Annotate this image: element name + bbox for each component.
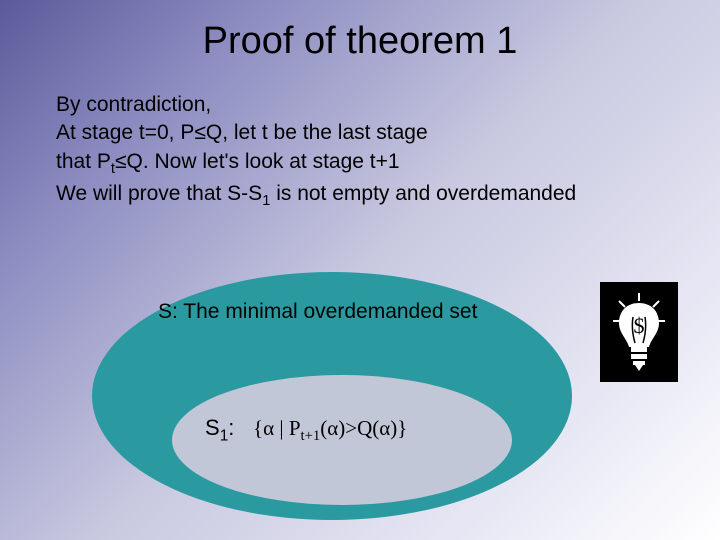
line-3: that Pt≤Q. Now let's look at stage t+1 bbox=[56, 148, 664, 180]
def-close2: )} bbox=[390, 416, 407, 440]
leq-2: ≤ bbox=[115, 150, 127, 173]
lightbulb-icon: $ bbox=[600, 282, 678, 382]
alpha-1: α bbox=[263, 416, 274, 440]
line4-part-b: is not empty and overdemanded bbox=[270, 182, 576, 205]
s1-b: : bbox=[228, 415, 234, 440]
def-open: { bbox=[253, 416, 263, 440]
alpha-2: α bbox=[327, 416, 338, 440]
line3-part-a: that P bbox=[56, 150, 111, 173]
line2-part-b: Q, let t be the last stage bbox=[206, 121, 428, 144]
line-1: By contradiction, bbox=[56, 91, 664, 119]
set-s-label: S: The minimal overdemanded set bbox=[158, 300, 477, 324]
s1-sub: 1 bbox=[220, 427, 229, 444]
def-close1: )>Q( bbox=[338, 416, 379, 440]
line-4: We will prove that S-S1 is not empty and… bbox=[56, 180, 664, 212]
s1-a: S bbox=[205, 415, 220, 440]
line3-part-b: Q. Now let's look at stage t+1 bbox=[127, 150, 400, 173]
def-psub: t+1 bbox=[301, 428, 321, 444]
bar: | bbox=[274, 416, 289, 440]
s1-definition: {α | Pt+1(α)>Q(α)} bbox=[253, 416, 407, 445]
set-s1-label: S1: bbox=[205, 415, 234, 445]
slide: Proof of theorem 1 By contradiction, At … bbox=[0, 0, 720, 540]
alpha-3: α bbox=[379, 416, 390, 440]
def-p: P bbox=[289, 416, 301, 440]
proof-body: By contradiction, At stage t=0, P≤Q, let… bbox=[56, 91, 664, 212]
line4-part-a: We will prove that S-S bbox=[56, 182, 262, 205]
line2-part-a: At stage t=0, P bbox=[56, 121, 194, 144]
line-2: At stage t=0, P≤Q, let t be the last sta… bbox=[56, 119, 664, 147]
slide-title: Proof of theorem 1 bbox=[0, 0, 720, 63]
leq-1: ≤ bbox=[194, 121, 206, 144]
svg-text:$: $ bbox=[634, 313, 645, 338]
